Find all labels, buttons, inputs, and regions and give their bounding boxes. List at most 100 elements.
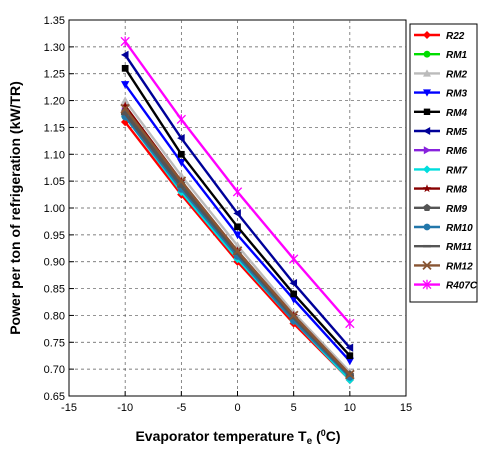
legend-item-r22: R22 [414, 31, 465, 42]
data-point [234, 223, 241, 231]
data-point [344, 369, 355, 380]
data-point [422, 260, 432, 271]
legend-item-rm1: RM1 [414, 50, 468, 61]
data-point [177, 150, 185, 158]
y-axis-ticks: 0.65 0.70 0.75 0.80 0.85 0.90 0.95 1.00 1.05 1.10… [44, 15, 74, 403]
legend-label: RM5 [446, 127, 468, 138]
legend-label: R407C [446, 281, 478, 292]
legend-item-rm3: RM3 [414, 89, 468, 100]
legend-label: RM9 [446, 204, 468, 215]
x-axis-title: Evaporator temperature Te (0C) [135, 428, 340, 447]
x-tick-label: 0 [234, 402, 240, 414]
data-point [233, 231, 242, 240]
data-point [232, 186, 243, 197]
legend-label: RM8 [446, 185, 468, 196]
legend-item-rm2: RM2 [414, 69, 468, 80]
x-tick-label: 5 [291, 402, 297, 414]
data-point [176, 114, 186, 125]
legend-label: R22 [446, 31, 465, 42]
legend-label: RM7 [446, 165, 468, 176]
y-axis-title: Power per ton of refrigeration (kW/TR) [7, 81, 23, 335]
series-r407c [120, 36, 355, 329]
y-tick-label: 1.30 [44, 42, 65, 54]
data-point [423, 50, 431, 58]
series-rm5 [120, 50, 354, 352]
legend-items: R22 RM1 RM2 RM3 RM4 RM5 RM6 RM7 RM8 RM9 RM10 RM11 RM… [414, 31, 478, 292]
y-tick-label: 0.95 [44, 230, 65, 242]
y-tick-label: 0.85 [44, 284, 65, 296]
legend-label: RM3 [446, 89, 468, 100]
y-tick-label: 0.80 [44, 310, 65, 322]
data-point [120, 103, 131, 114]
data-point [233, 209, 241, 218]
data-point [423, 223, 431, 231]
data-point [345, 318, 355, 329]
data-point [423, 108, 431, 115]
legend-item-rm6: RM6 [414, 146, 468, 157]
data-point [120, 117, 130, 127]
data-point [346, 352, 354, 360]
y-tick-label: 0.65 [44, 391, 65, 403]
series-rm12 [120, 103, 355, 380]
y-tick-label: 1.20 [44, 96, 65, 108]
data-point [176, 176, 187, 186]
legend-label: RM1 [446, 50, 468, 61]
data-point [345, 357, 355, 366]
data-point [120, 96, 130, 104]
y-tick-label: 1.35 [44, 15, 65, 27]
x-tick-label: -5 [176, 402, 186, 414]
data-point [423, 89, 431, 97]
legend [409, 23, 478, 303]
data-point [423, 146, 431, 155]
legend-label: RM12 [446, 261, 473, 272]
y-tick-label: 0.90 [44, 257, 65, 269]
data-point [120, 50, 129, 60]
y-tick-label: 0.70 [44, 364, 65, 376]
legend-item-r407c: R407C [414, 279, 478, 292]
data-point [120, 101, 130, 110]
legend-item-rm7: RM7 [414, 165, 468, 176]
legend-item-rm5: RM5 [414, 127, 468, 138]
legend-label: RM10 [446, 223, 473, 234]
data-point [290, 290, 298, 298]
y-tick-label: 0.75 [44, 337, 65, 349]
data-point [120, 81, 130, 89]
data-point [289, 279, 298, 288]
series-rm4 [121, 64, 354, 360]
y-tick-label: 1.15 [44, 122, 65, 134]
data-point [177, 158, 186, 167]
x-tick-label: -10 [117, 402, 133, 414]
data-point [422, 184, 432, 193]
data-point [422, 279, 432, 290]
y-tick-label: 1.05 [44, 176, 65, 188]
data-point [232, 246, 243, 256]
data-point [177, 133, 185, 143]
data-point [121, 64, 129, 72]
data-point [120, 36, 130, 47]
x-axis-ticks: -15 -10 -5 0 5 10 15 [61, 391, 412, 414]
data-point [423, 203, 431, 212]
y-tick-label: 1.25 [44, 69, 65, 81]
data-point [423, 165, 431, 174]
legend-label: RM4 [446, 108, 468, 119]
data-point [345, 343, 354, 352]
x-tick-label: -15 [61, 402, 77, 414]
data-point [423, 69, 431, 77]
x-tick-label: 10 [344, 402, 356, 414]
data-point [423, 31, 431, 39]
legend-item-rm10: RM10 [414, 223, 473, 234]
data-point [288, 310, 299, 321]
legend-label: RM6 [446, 146, 468, 157]
data-point [289, 253, 299, 265]
y-tick-label: 1.10 [44, 149, 65, 161]
data-point [423, 127, 431, 135]
legend-item-rm9: RM9 [414, 203, 468, 215]
legend-item-rm11: RM11 [414, 242, 472, 253]
legend-label: RM2 [446, 69, 468, 80]
legend-item-rm8: RM8 [414, 184, 468, 196]
legend-label: RM11 [446, 242, 472, 253]
legend-item-rm4: RM4 [414, 108, 468, 119]
series-lines [120, 36, 355, 385]
y-tick-label: 1.00 [44, 203, 65, 215]
